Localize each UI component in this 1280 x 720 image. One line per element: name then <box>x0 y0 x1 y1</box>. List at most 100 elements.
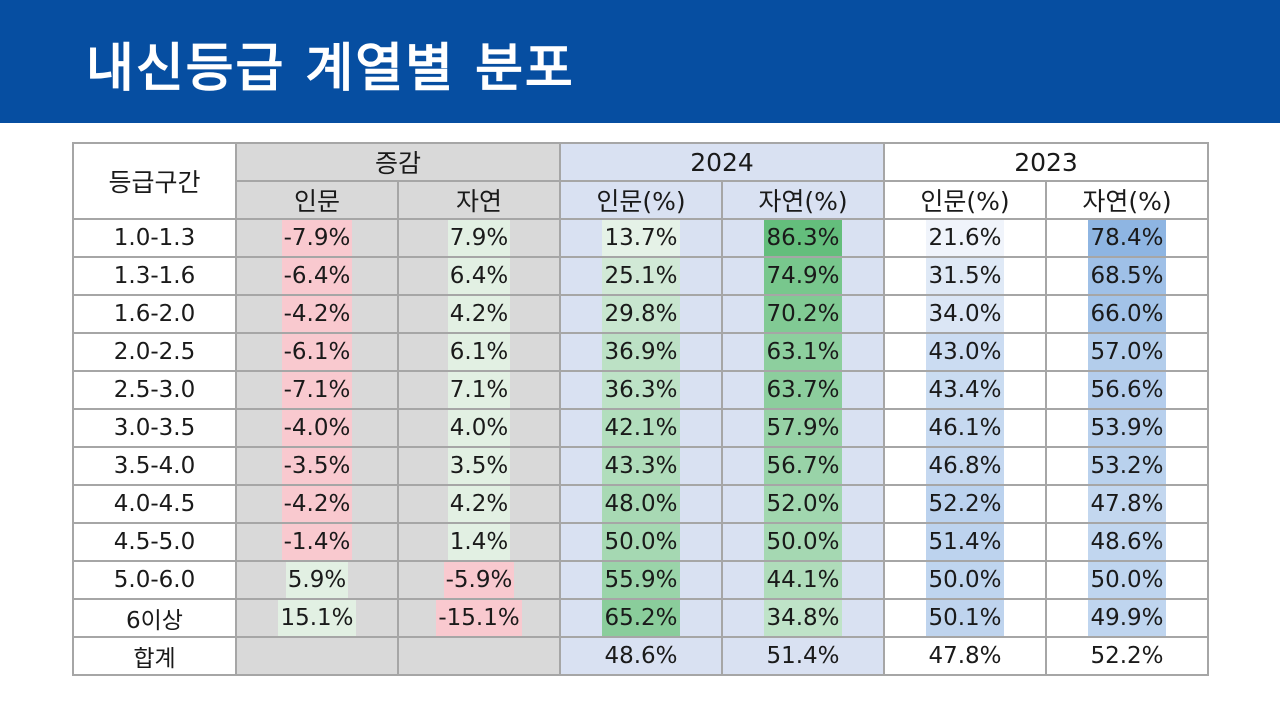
change-science-header: 자연 <box>397 180 561 220</box>
grade-range-label: 3.0-3.5 <box>72 408 237 448</box>
change-humanities-value-cell: -7.1% <box>235 370 399 410</box>
y2023-humanities-value: 50.0% <box>926 562 1004 598</box>
table-row: 3.5-4.0 -3.5% 3.5% 43.3% 56.7% 46.8% 53.2% <box>72 446 1209 486</box>
y2023-science-value-cell: 47.8% <box>1045 484 1209 524</box>
y2024-humanities-value: 36.3% <box>602 372 680 408</box>
change-humanities-value: 5.9% <box>285 562 349 598</box>
y2023-science-value: 49.9% <box>1088 600 1166 636</box>
table-row: 5.0-6.0 5.9% -5.9% 55.9% 44.1% 50.0% 50.0% <box>72 560 1209 600</box>
y2023-humanities-value-cell: 47.8% <box>883 636 1047 676</box>
change-science-value: 1.4% <box>447 524 511 560</box>
table-row: 1.3-1.6 -6.4% 6.4% 25.1% 74.9% 31.5% 68.5% <box>72 256 1209 296</box>
y2024-humanities-value-cell: 29.8% <box>559 294 723 334</box>
y2024-humanities-value: 50.0% <box>602 524 680 560</box>
y2023-science-value-cell: 52.2% <box>1045 636 1209 676</box>
y2023-science-value-cell: 53.2% <box>1045 446 1209 486</box>
grade-range-label: 4.5-5.0 <box>72 522 237 562</box>
grade-range-label: 4.0-4.5 <box>72 484 237 524</box>
grade-range-label: 1.0-1.3 <box>72 218 237 258</box>
y2023-humanities-value-cell: 46.1% <box>883 408 1047 448</box>
y2024-science-value-cell: 63.1% <box>721 332 885 372</box>
y2024-science-value-cell: 74.9% <box>721 256 885 296</box>
year-2024-header: 2024 <box>559 142 885 182</box>
y2024-humanities-value-cell: 48.6% <box>559 636 723 676</box>
y2024-science-value-cell: 34.8% <box>721 598 885 638</box>
y2023-science-value-cell: 56.6% <box>1045 370 1209 410</box>
y2024-science-value: 57.9% <box>764 410 842 446</box>
y2023-humanities-value: 43.4% <box>926 372 1004 408</box>
page-title: 내신등급 계열별 분포 <box>86 39 575 99</box>
change-humanities-value-cell: -4.2% <box>235 484 399 524</box>
change-humanities-value: -4.0% <box>281 410 353 446</box>
change-science-value: -5.9% <box>443 562 515 598</box>
y2024-humanities-value: 42.1% <box>602 410 680 446</box>
change-humanities-value: 15.1% <box>278 600 356 636</box>
y2024-science-value-cell: 63.7% <box>721 370 885 410</box>
year-2023-header: 2023 <box>883 142 1209 182</box>
y2024-science-value-cell: 57.9% <box>721 408 885 448</box>
y2023-humanities-value: 31.5% <box>926 258 1004 294</box>
change-science-value: 6.4% <box>447 258 511 294</box>
change-science-value: 7.1% <box>447 372 511 408</box>
y2024-humanities-value: 25.1% <box>602 258 680 294</box>
y2023-humanities-value: 21.6% <box>926 220 1004 256</box>
y2024-humanities-value: 55.9% <box>602 562 680 598</box>
grade-range-label: 합계 <box>72 636 237 676</box>
table-row: 3.0-3.5 -4.0% 4.0% 42.1% 57.9% 46.1% 53.9% <box>72 408 1209 448</box>
change-science-value-cell: 6.1% <box>397 332 561 372</box>
y2023-science-value: 78.4% <box>1088 220 1166 256</box>
y2023-science-value-cell: 66.0% <box>1045 294 1209 334</box>
change-humanities-value-cell: -4.2% <box>235 294 399 334</box>
table-row: 1.0-1.3 -7.9% 7.9% 13.7% 86.3% 21.6% 78.4% <box>72 218 1209 258</box>
change-humanities-value: -6.1% <box>281 334 353 370</box>
y2024-humanities-value-cell: 42.1% <box>559 408 723 448</box>
y2023-humanities-value-cell: 50.1% <box>883 598 1047 638</box>
change-humanities-header: 인문 <box>235 180 399 220</box>
change-science-value: -15.1% <box>436 600 522 636</box>
y2023-humanities-value: 46.1% <box>926 410 1004 446</box>
table-row: 2.5-3.0 -7.1% 7.1% 36.3% 63.7% 43.4% 56.6% <box>72 370 1209 410</box>
y2023-science-value: 52.2% <box>1090 643 1164 669</box>
y2023-humanities-value-cell: 46.8% <box>883 446 1047 486</box>
change-science-value-cell: -15.1% <box>397 598 561 638</box>
y2024-humanities-value-cell: 25.1% <box>559 256 723 296</box>
grade-distribution-table: 등급구간 증감 2024 2023 인문 자연 인문(%) 자연(%) 인문(%… <box>72 142 1209 676</box>
table-row: 4.0-4.5 -4.2% 4.2% 48.0% 52.0% 52.2% 47.8% <box>72 484 1209 524</box>
y2023-humanities-value: 46.8% <box>926 448 1004 484</box>
y2024-science-value: 44.1% <box>764 562 842 598</box>
change-science-value-cell: 4.2% <box>397 484 561 524</box>
y2023-humanities-value-cell: 51.4% <box>883 522 1047 562</box>
change-humanities-value-cell: -6.1% <box>235 332 399 372</box>
change-humanities-value-cell: -7.9% <box>235 218 399 258</box>
y2024-humanities-value-cell: 43.3% <box>559 446 723 486</box>
y2023-humanities-header: 인문(%) <box>883 180 1047 220</box>
change-humanities-value-cell: -1.4% <box>235 522 399 562</box>
y2023-humanities-value-cell: 31.5% <box>883 256 1047 296</box>
grade-range-label: 5.0-6.0 <box>72 560 237 600</box>
y2023-humanities-value: 52.2% <box>926 486 1004 522</box>
change-humanities-value-cell: -4.0% <box>235 408 399 448</box>
y2024-humanities-value-cell: 36.3% <box>559 370 723 410</box>
change-science-value-cell: 4.2% <box>397 294 561 334</box>
y2024-science-value-cell: 56.7% <box>721 446 885 486</box>
grade-range-label: 1.6-2.0 <box>72 294 237 334</box>
change-humanities-value-cell: -3.5% <box>235 446 399 486</box>
y2024-science-value-cell: 44.1% <box>721 560 885 600</box>
y2024-humanities-value-cell: 50.0% <box>559 522 723 562</box>
y2023-humanities-value-cell: 50.0% <box>883 560 1047 600</box>
change-humanities-value: -3.5% <box>281 448 353 484</box>
y2023-science-value: 56.6% <box>1088 372 1166 408</box>
y2023-science-value-cell: 49.9% <box>1045 598 1209 638</box>
y2023-humanities-value: 43.0% <box>926 334 1004 370</box>
y2023-science-value: 53.9% <box>1088 410 1166 446</box>
y2023-humanities-value-cell: 21.6% <box>883 218 1047 258</box>
change-science-value: 4.2% <box>447 296 511 332</box>
y2023-humanities-value: 50.1% <box>926 600 1004 636</box>
y2024-humanities-header: 인문(%) <box>559 180 723 220</box>
y2024-humanities-value-cell: 13.7% <box>559 218 723 258</box>
y2023-humanities-value-cell: 43.4% <box>883 370 1047 410</box>
y2024-science-value-cell: 51.4% <box>721 636 885 676</box>
change-science-value-cell: 3.5% <box>397 446 561 486</box>
y2023-science-value-cell: 78.4% <box>1045 218 1209 258</box>
y2023-science-value: 53.2% <box>1088 448 1166 484</box>
